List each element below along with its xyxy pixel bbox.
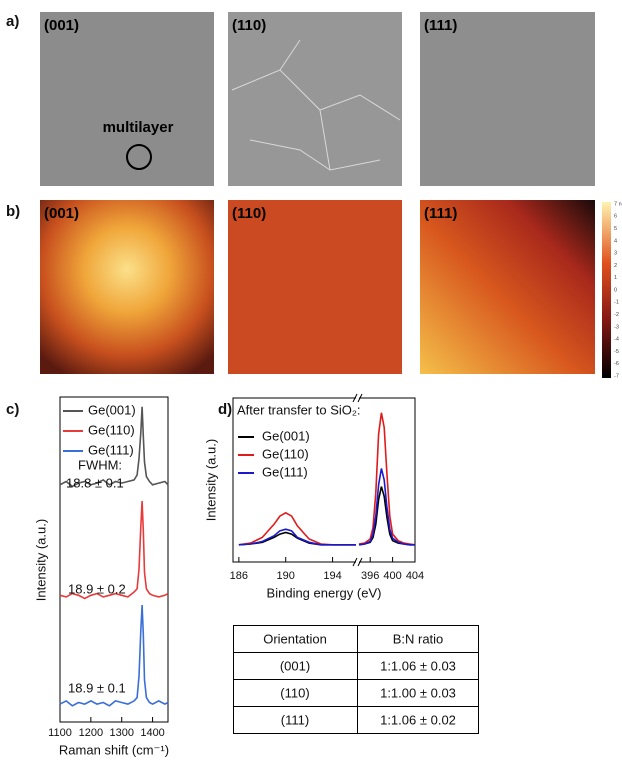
- colorbar-tick-label: 7 nm: [614, 201, 622, 207]
- table-header: B:N ratio: [393, 631, 444, 646]
- x-tick-label: 194: [323, 570, 341, 582]
- y-axis-label: Intensity (a.u.): [33, 519, 48, 601]
- colorbar-ticks: 7 nm 6 5 4 3 2 1 0 -1 -2 -3 -4 -5 -6 -7: [614, 201, 622, 379]
- legend-label: Ge(110): [88, 422, 135, 437]
- legend-label: Ge(111): [88, 442, 134, 457]
- annotation: FWHM:: [78, 457, 122, 472]
- colorbar-tick-label: 2: [614, 263, 617, 269]
- legend-label: Ge(001): [262, 428, 310, 443]
- x-axis-label: Binding energy (eV): [267, 585, 382, 600]
- colorbar-tick-label: -7: [614, 373, 619, 379]
- table-cell: (001): [280, 658, 310, 673]
- series-line: [359, 413, 415, 545]
- legend-label: Ge(001): [88, 402, 136, 417]
- legend-label: Ge(110): [262, 446, 309, 461]
- x-tick-label: 186: [230, 570, 248, 582]
- legend-label: Ge(111): [262, 464, 308, 479]
- colorbar-tick-label: -1: [614, 300, 619, 306]
- colorbar-tick-label: -3: [614, 324, 619, 330]
- colorbar-tick-label: 1: [614, 275, 617, 281]
- y-axis-label: Intensity (a.u.): [203, 439, 218, 521]
- table-cell: (110): [280, 685, 309, 700]
- x-tick-label: 396: [361, 570, 379, 582]
- annotation: 18.9 ± 0.2: [68, 581, 126, 596]
- colorbar: [602, 202, 611, 378]
- panel-label: b): [6, 203, 20, 220]
- afm-image: [40, 200, 214, 374]
- panel-label: d): [218, 401, 232, 418]
- annotation: 18.8 ± 0.1: [66, 475, 124, 490]
- x-tick-label: 404: [406, 570, 424, 582]
- x-axis-label: Raman shift (cm⁻¹): [59, 742, 169, 757]
- series-line: [359, 487, 415, 545]
- image-label: (111): [424, 205, 457, 222]
- annotation: After transfer to SiO₂:: [237, 402, 361, 417]
- x-tick-label: 1400: [140, 727, 164, 739]
- table-header: Orientation: [263, 631, 327, 646]
- panel-label: a): [6, 13, 19, 30]
- series-line: [239, 529, 356, 545]
- series-line: [239, 513, 356, 545]
- colorbar-tick-label: 3: [614, 251, 617, 257]
- colorbar-tick-label: -6: [614, 361, 619, 367]
- x-tick-label: 1200: [79, 727, 103, 739]
- x-tick-label: 190: [277, 570, 295, 582]
- table-cell: 1:1.06 ± 0.03: [380, 658, 456, 673]
- sem-image: [420, 12, 595, 186]
- table-cell: 1:1.00 ± 0.03: [380, 685, 456, 700]
- charts: 1100 1200 1300 1400 Ge(001) Ge(110) Ge(111) Ram…: [33, 394, 424, 757]
- image-label: (111): [424, 17, 457, 34]
- table-cell: 1:1.06 ± 0.02: [380, 712, 456, 727]
- x-tick-label: 1100: [48, 727, 72, 739]
- colorbar-tick-label: 5: [614, 226, 617, 232]
- image-label: (110): [232, 17, 266, 34]
- afm-image: [420, 200, 595, 374]
- colorbar-tick-label: 4: [614, 238, 617, 244]
- annotation: 18.9 ± 0.1: [68, 680, 126, 695]
- figure: a) b) c) d) (001) (110) (111) multilayer…: [0, 0, 622, 759]
- panel-label: c): [6, 401, 19, 418]
- colorbar-tick-label: -5: [614, 349, 619, 355]
- colorbar-tick-label: 6: [614, 214, 617, 220]
- image-label: (110): [232, 205, 266, 222]
- x-tick-label: 400: [383, 570, 401, 582]
- annotation: multilayer: [103, 119, 174, 136]
- image-label: (001): [44, 205, 79, 222]
- colorbar-tick-label: -4: [614, 337, 619, 343]
- afm-image: [228, 200, 402, 374]
- x-tick-label: 1300: [109, 727, 133, 739]
- image-label: (001): [44, 17, 79, 34]
- colorbar-tick-label: -2: [614, 312, 619, 318]
- table-cell: (111): [281, 712, 309, 727]
- colorbar-tick-label: 0: [614, 287, 617, 293]
